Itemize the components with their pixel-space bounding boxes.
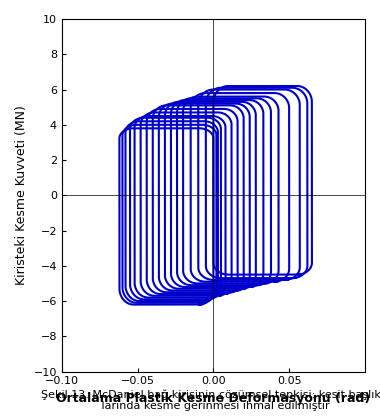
- X-axis label: Ortalama Plastik Kesme Deformasyonu (rad): Ortalama Plastik Kesme Deformasyonu (rad…: [56, 392, 370, 405]
- Text: Şekil 13. McDaniel bağ kirişinin çözümsel tepkisi: kesit başlık-
 larında kesme : Şekil 13. McDaniel bağ kirişinin çözümse…: [41, 389, 380, 411]
- Y-axis label: Kiristeki Kesme Kuvveti (MN): Kiristeki Kesme Kuvveti (MN): [15, 105, 28, 285]
